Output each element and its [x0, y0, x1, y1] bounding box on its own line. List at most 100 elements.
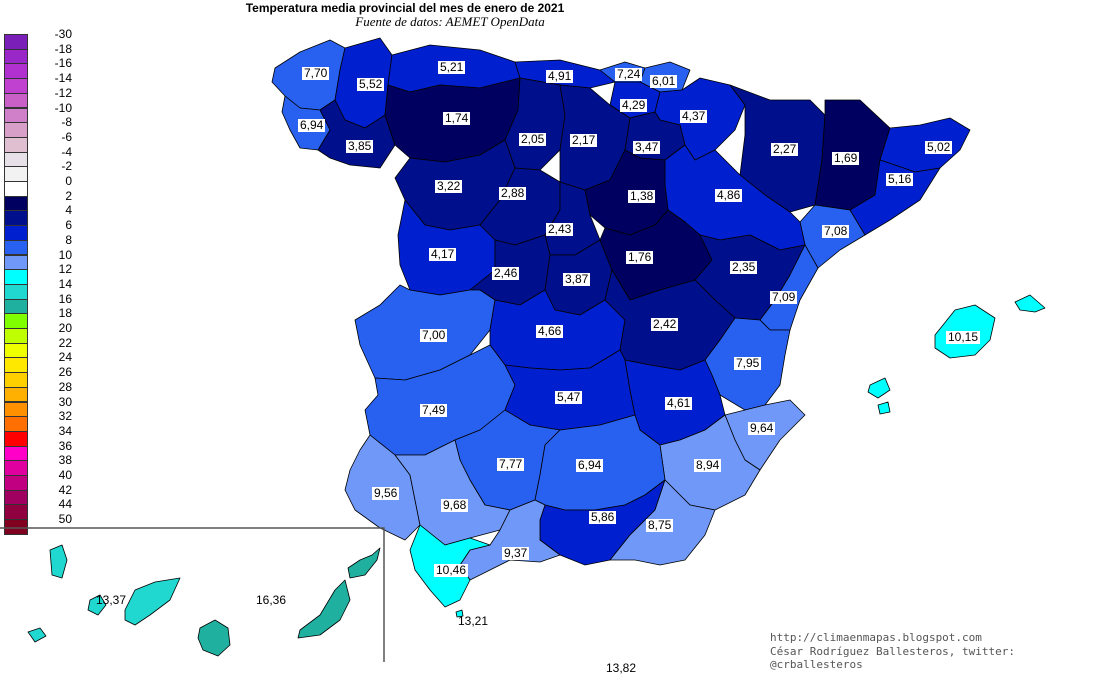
province-value-label: 2,17 [570, 133, 598, 147]
province-value-label: 9,56 [372, 486, 400, 500]
province-value-label: 7,77 [497, 457, 525, 471]
province-value-label: 2,43 [546, 222, 574, 236]
province-santa-cruz-de-tenerife[interactable] [27, 544, 181, 643]
province-value-label: 5,16 [886, 172, 914, 186]
province-las-palmas[interactable] [197, 547, 381, 657]
legend-label: -14 [54, 71, 72, 86]
province-value-label: 9,37 [502, 546, 530, 560]
province-ceuta[interactable] [455, 609, 464, 618]
province-value-label: 7,95 [734, 356, 762, 370]
legend-label: 20 [58, 321, 72, 335]
province-value-label: 9,64 [748, 421, 776, 435]
province-value-label: 4,86 [715, 188, 743, 202]
province-value-label: 5,02 [925, 140, 953, 154]
legend-label: 6 [65, 218, 72, 233]
province-value-label: 2,27 [771, 142, 799, 156]
province-value-label: 5,21 [438, 60, 466, 74]
province-value-label: 4,61 [665, 396, 693, 410]
province-value-label: 4,66 [536, 324, 564, 338]
province-value-label: 7,49 [420, 403, 448, 417]
province-value-label: 2,05 [519, 132, 547, 146]
legend-label: 38 [58, 453, 72, 468]
province-value-label: 4,29 [620, 98, 648, 112]
map-subtitle: Fuente de datos: AEMET OpenData [355, 14, 545, 29]
legend-label: 24 [58, 350, 72, 365]
province-value-label: 1,74 [443, 111, 471, 125]
legend-label: 50 [58, 512, 72, 527]
legend-label: -8 [61, 115, 72, 130]
province-value-label: 6,94 [298, 118, 326, 132]
legend-label: -18 [54, 41, 72, 56]
province-ourense[interactable] [317, 99, 396, 169]
legend-label: 8 [65, 232, 72, 247]
legend-label: -16 [54, 56, 72, 71]
province-value-label: 10,15 [946, 330, 981, 344]
legend-label: 36 [58, 438, 72, 453]
province-value-label: 2,88 [499, 186, 527, 200]
province-value-label: 7,70 [302, 66, 330, 80]
province-value-label: 6,01 [650, 74, 678, 88]
legend-label: 14 [58, 276, 72, 291]
credit-url: http://climaenmapas.blogspot.com [770, 631, 982, 644]
province-value-label: 2,42 [651, 317, 679, 331]
legend-label: 32 [58, 409, 72, 424]
legend-label: 4 [65, 203, 72, 218]
province-value-label: 13,37 [96, 593, 127, 607]
province-soria[interactable] [584, 149, 669, 236]
province-value-label: 8,94 [694, 458, 722, 472]
province-barcelona[interactable] [849, 159, 941, 236]
legend-label: -6 [61, 129, 72, 144]
province-value-label: 4,17 [429, 247, 457, 261]
province-value-label: 1,38 [628, 189, 656, 203]
province-value-label: 4,37 [680, 109, 708, 123]
legend-label: 34 [58, 423, 72, 438]
credit-author: César Rodríguez Ballesteros, twitter: @c… [770, 645, 1016, 671]
legend-label: -2 [61, 159, 72, 174]
province-value-label: 7,24 [615, 67, 643, 81]
province-value-label: 10,46 [434, 563, 469, 577]
province-value-label: 3,47 [633, 140, 661, 154]
legend-label: 12 [58, 262, 72, 277]
legend-label: 44 [58, 497, 72, 512]
province-value-label: 3,87 [563, 272, 591, 286]
legend-label: 22 [58, 335, 72, 350]
legend-label: -30 [54, 27, 72, 41]
legend-label: 16 [58, 291, 72, 306]
legend-label: 0 [65, 174, 72, 188]
province-value-label: 8,75 [646, 518, 674, 532]
province-value-label: 9,68 [441, 498, 469, 512]
province-value-label: 1,76 [626, 250, 654, 264]
legend-label: 18 [58, 306, 72, 321]
province-value-label: 7,00 [420, 328, 448, 342]
legend-label: -4 [61, 144, 72, 159]
canarias-inset-frame [0, 527, 385, 662]
province-value-label: 5,86 [589, 510, 617, 524]
province-value-label: 13,21 [458, 614, 489, 628]
legend-label: 2 [65, 188, 72, 203]
legend-label: 30 [58, 394, 72, 409]
legend-label: 28 [58, 379, 72, 394]
province-value-label: 3,85 [346, 139, 374, 153]
legend-label: -10 [54, 100, 72, 115]
legend-label: 26 [58, 365, 72, 380]
legend-label: 40 [58, 468, 72, 482]
map-title: Temperatura media provincial del mes de … [245, 1, 565, 15]
province-value-label: 3,22 [435, 179, 463, 193]
legend-label: 10 [58, 247, 72, 262]
province-value-label: 2,46 [492, 266, 520, 280]
legend-label: -12 [54, 85, 72, 100]
province-value-label: 1,69 [832, 151, 860, 165]
province-value-label: 7,09 [770, 290, 798, 304]
province-value-label: 16,36 [256, 593, 287, 607]
province-illes-balears[interactable] [867, 294, 1046, 415]
province-value-label: 7,08 [822, 224, 850, 238]
legend-label: 42 [58, 482, 72, 497]
province-value-label: 2,35 [730, 260, 758, 274]
province-value-label: 6,94 [576, 458, 604, 472]
province-value-label: 13,82 [606, 661, 637, 675]
province-value-label: 5,52 [357, 77, 385, 91]
legend-swatch [4, 519, 28, 535]
province-value-label: 4,91 [546, 69, 574, 83]
